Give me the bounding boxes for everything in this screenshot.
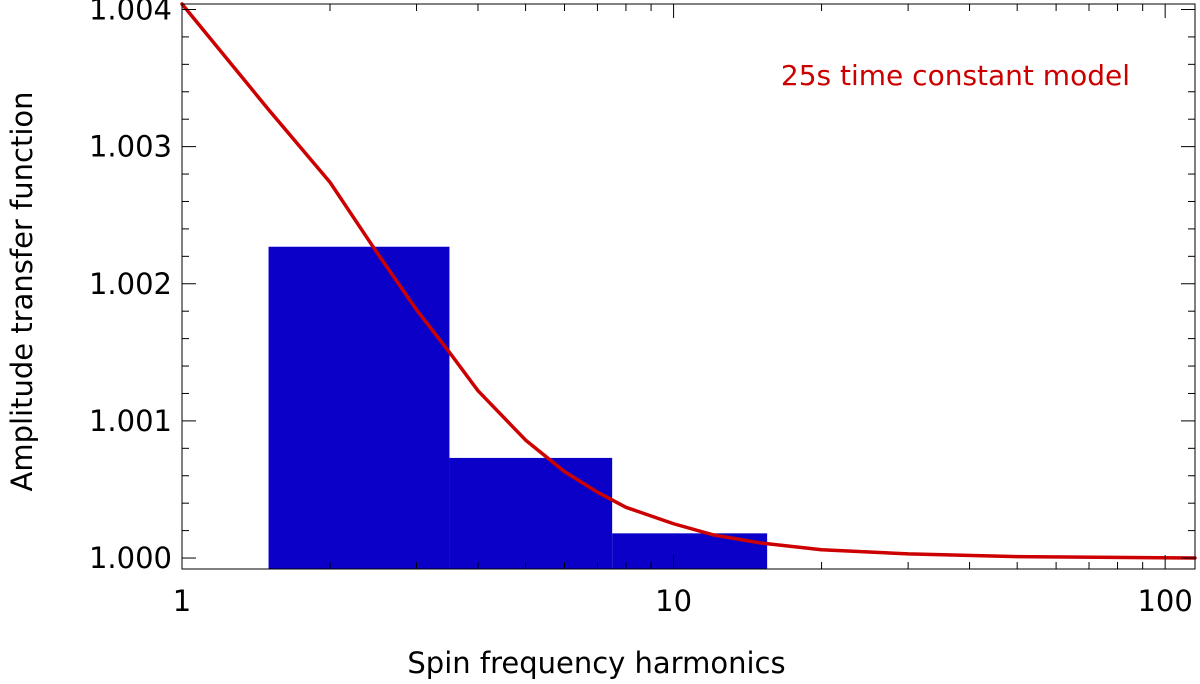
line-layer xyxy=(180,2,1197,560)
y-axis-title: Amplitude transfer function xyxy=(5,91,39,491)
x-tick-label: 1 xyxy=(173,584,191,618)
bar-1 xyxy=(268,246,450,569)
ticks-layer xyxy=(181,4,1195,569)
x-axis-title: Spin frequency harmonics xyxy=(407,646,785,680)
x-tick-label: 100 xyxy=(1137,584,1192,618)
y-tick-label: 1.003 xyxy=(89,130,172,164)
series-line-1 xyxy=(180,2,1197,560)
y-tick-label: 1.001 xyxy=(89,404,172,438)
y-tick-label: 1.002 xyxy=(89,267,172,301)
y-tick-label: 1.000 xyxy=(89,541,172,575)
y-tick-label: 1.004 xyxy=(89,0,172,26)
series-annotation-label: 25s time constant model xyxy=(781,59,1130,92)
plot-frame xyxy=(181,3,1196,570)
tick-labels-layer: 1 10 100 1.000 1.001 1.002 1.003 1.004 xyxy=(89,0,1193,618)
bar-2 xyxy=(449,457,613,569)
x-tick-label: 10 xyxy=(655,584,692,618)
bars-layer xyxy=(268,246,768,569)
